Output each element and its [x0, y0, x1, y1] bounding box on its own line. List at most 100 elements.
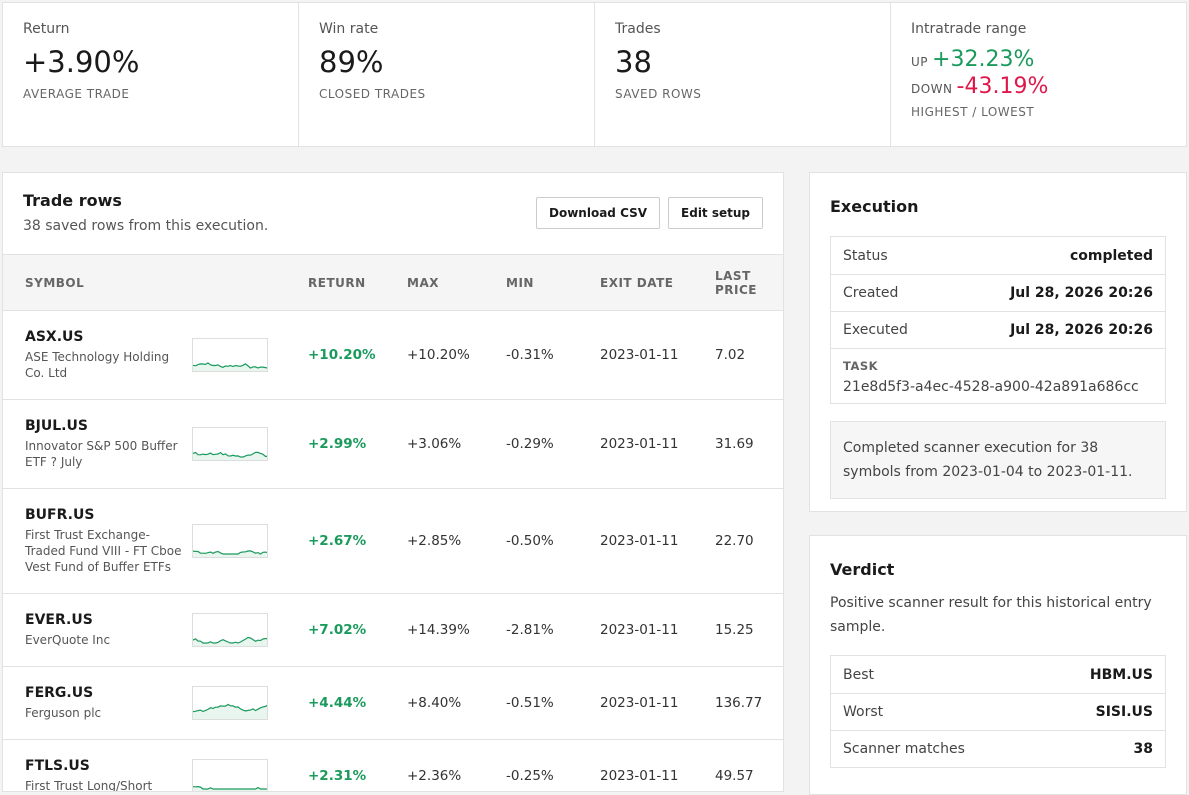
return-cell: +2.31% — [286, 739, 385, 791]
stat-label: Trades — [615, 21, 661, 37]
symbol-names: BUFR.US First Trust Exchange-Traded Fund … — [25, 507, 192, 575]
column-header: EXIT DATE — [578, 254, 693, 311]
symbol-cell: BJUL.US Innovator S&P 500 Buffer ETF ? Ju… — [3, 399, 286, 489]
symbol: FTLS.US — [25, 758, 90, 774]
value-cell: 2023-01-11 — [578, 666, 693, 740]
stats-bar: Return +3.90% AVERAGE TRADE Win rate 89% CLO… — [2, 2, 1187, 147]
info-value: SISI.US — [1095, 704, 1153, 720]
company-name: First Trust Exchange-Traded Fund VIII - … — [25, 528, 182, 574]
sparkline-line — [193, 550, 267, 555]
sparkline — [192, 427, 268, 461]
sparkline-line — [193, 636, 267, 644]
task-label: TASK — [843, 359, 879, 373]
sparkline — [192, 613, 268, 647]
value-cell: -0.51% — [484, 666, 578, 740]
stat-caption: SAVED ROWS — [615, 87, 702, 101]
panel-title: Execution — [830, 197, 919, 216]
company-name: EverQuote Inc — [25, 633, 111, 647]
info-label: Worst — [843, 704, 884, 720]
info-row: Executed Jul 28, 2026 20:26 — [831, 311, 1165, 348]
sparkline — [192, 686, 268, 720]
sparkline-area — [193, 704, 267, 719]
verdict-table: Best HBM.US Worst SISI.US Scanner matches 38 — [830, 655, 1166, 768]
symbol-cell: FTLS.US First Trust Long/Short — [3, 739, 286, 791]
verdict-panel: Verdict Positive scanner result for this… — [809, 535, 1187, 795]
value-cell: 136.77 — [693, 666, 783, 740]
symbol: EVER.US — [25, 612, 93, 628]
company-name: Ferguson plc — [25, 706, 102, 720]
value-cell: +10.20% — [385, 310, 484, 400]
symbol-names: FTLS.US First Trust Long/Short — [25, 758, 192, 791]
stat-value: +3.90% — [23, 45, 140, 79]
return-cell: +2.67% — [286, 488, 385, 594]
symbol-cell: EVER.US EverQuote Inc — [3, 593, 286, 667]
return-cell: +2.99% — [286, 399, 385, 489]
stat-label: Win rate — [319, 21, 379, 37]
info-value: HBM.US — [1089, 666, 1153, 683]
header-row: SYMBOL RETURN MAX MIN EXIT DATE LAST PRICE — [3, 254, 783, 311]
trade-row: BUFR.US First Trust Exchange-Traded Fund … — [3, 488, 783, 594]
sparkline-line — [193, 785, 267, 790]
range-down: DOWN -43.19% — [911, 74, 1166, 99]
execution-panel: Execution Status completed Created Jul 28, … — [809, 172, 1187, 512]
panel-title: Verdict — [830, 560, 895, 579]
return-cell: +10.20% — [286, 310, 385, 400]
symbol-block: ASX.US ASE Technology Holding Co. Ltd — [25, 311, 286, 399]
symbol-cell: FERG.US Ferguson plc — [3, 666, 286, 740]
sparkline-line — [193, 451, 267, 458]
value-cell: +2.85% — [385, 488, 484, 594]
column-header: RETURN — [286, 254, 385, 311]
value-cell: +8.40% — [385, 666, 484, 740]
panel-title: Trade rows — [23, 191, 122, 210]
info-row: Created Jul 28, 2026 20:26 — [831, 274, 1165, 311]
execution-table: Status completed Created Jul 28, 2026 20:26… — [830, 236, 1166, 404]
range-up-label: UP — [911, 55, 929, 69]
trade-row: BJUL.US Innovator S&P 500 Buffer ETF ? Ju… — [3, 399, 783, 489]
value-cell: -0.31% — [484, 310, 578, 400]
sparkline — [192, 338, 268, 372]
value-cell: 2023-01-11 — [578, 310, 693, 400]
value-cell: -0.29% — [484, 399, 578, 489]
value-cell: 7.02 — [693, 310, 783, 400]
symbol-block: BUFR.US First Trust Exchange-Traded Fund … — [25, 489, 286, 593]
return-cell: +7.02% — [286, 593, 385, 667]
sparkline-line — [193, 703, 267, 713]
info-label: Best — [843, 666, 875, 683]
download-button[interactable]: Download CSV — [536, 197, 661, 229]
trade-rows-panel: Trade rows 38 saved rows from this execu… — [2, 172, 784, 792]
column-header: LAST PRICE — [693, 254, 783, 311]
sparkline-area — [193, 452, 267, 460]
info-value: 38 — [1133, 741, 1153, 757]
value-cell: -0.25% — [484, 739, 578, 791]
info-row: Scanner matches 38 — [831, 730, 1165, 767]
stat-label: Intratrade range — [911, 21, 1027, 37]
symbol: BJUL.US — [25, 418, 88, 434]
symbol-block: BJUL.US Innovator S&P 500 Buffer ETF ? Ju… — [25, 400, 286, 488]
value-cell: 15.25 — [693, 593, 783, 667]
sparkline — [192, 759, 268, 791]
symbol-cell: ASX.US ASE Technology Holding Co. Ltd — [3, 310, 286, 400]
value-cell: -2.81% — [484, 593, 578, 667]
sparkline-area — [193, 363, 267, 371]
stat-caption: CLOSED TRADES — [319, 87, 426, 101]
button-group: Download CSV Edit setup — [536, 197, 763, 229]
symbol-names: ASX.US ASE Technology Holding Co. Ltd — [25, 329, 192, 381]
symbol-cell: BUFR.US First Trust Exchange-Traded Fund … — [3, 488, 286, 594]
info-label: Created — [843, 285, 899, 301]
value-cell: 2023-01-11 — [578, 739, 693, 791]
edit-button[interactable]: Edit setup — [668, 197, 763, 229]
company-name: Innovator S&P 500 Buffer ETF ? July — [25, 439, 178, 469]
value-cell: 49.57 — [693, 739, 783, 791]
stat-card: Trades 38 SAVED ROWS — [595, 3, 891, 146]
stat-card: Win rate 89% CLOSED TRADES — [299, 3, 595, 146]
symbol-block: FERG.US Ferguson plc — [25, 667, 286, 739]
trade-table: SYMBOL RETURN MAX MIN EXIT DATE LAST PRICE AS… — [3, 254, 783, 791]
symbol: ASX.US — [25, 329, 84, 345]
symbol-block: EVER.US EverQuote Inc — [25, 594, 286, 666]
panel-subtitle: 38 saved rows from this execution. — [23, 218, 269, 234]
execution-note: Completed scanner execution for 38 symbo… — [830, 421, 1166, 499]
trade-row: ASX.US ASE Technology Holding Co. Ltd +10.… — [3, 310, 783, 400]
value-cell: 22.70 — [693, 488, 783, 594]
info-label: Scanner matches — [843, 741, 965, 757]
